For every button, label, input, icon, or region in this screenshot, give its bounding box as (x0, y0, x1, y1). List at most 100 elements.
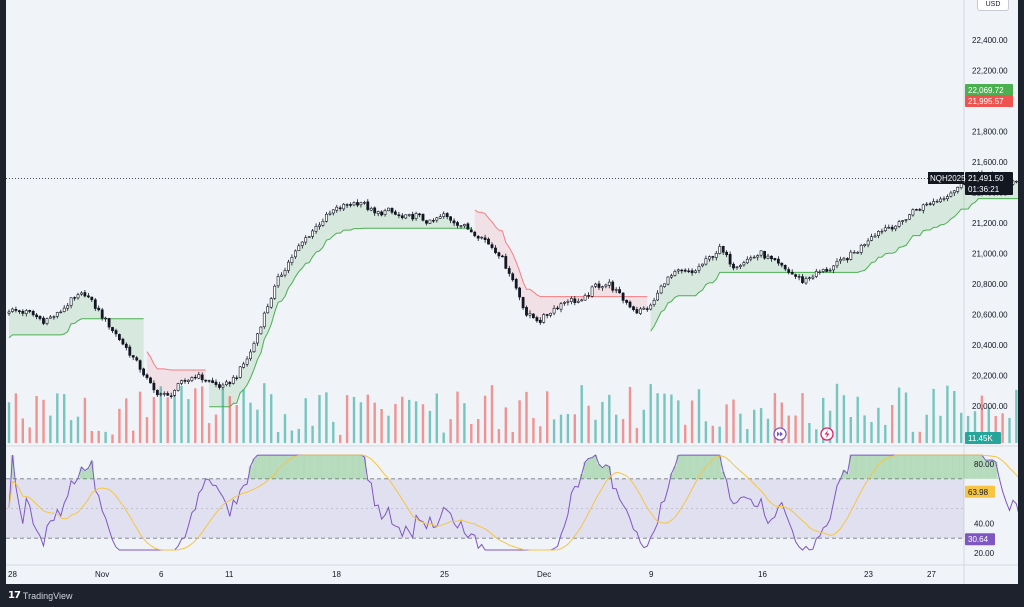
candle-body (124, 343, 128, 348)
candle-body (435, 217, 439, 221)
volume-bar (332, 421, 335, 443)
candle-body (38, 315, 42, 319)
candle-body (811, 276, 815, 279)
supertrend-fill (650, 173, 1018, 332)
candle-body (832, 265, 836, 271)
candle-body (673, 271, 677, 276)
volume-bar (352, 396, 356, 443)
volume-bar (925, 414, 928, 443)
volume-bar (159, 386, 162, 443)
volume-bar (835, 383, 839, 443)
replay-forward-icon[interactable] (773, 427, 787, 441)
candle-body (897, 221, 901, 227)
rsi-line (8, 454, 1018, 551)
volume-bar (490, 385, 494, 443)
candle-body (162, 393, 166, 395)
price-tick-label: 21,200.00 (972, 219, 1008, 228)
volume-bar (21, 418, 24, 443)
volume-bar (870, 422, 873, 443)
lightning-icon[interactable] (820, 427, 834, 441)
rsi-ma-line (8, 454, 1018, 551)
volume-bar (83, 397, 87, 443)
candle-body (549, 312, 553, 316)
volume-bar (987, 407, 990, 443)
volume-bar (635, 427, 639, 443)
candle-body (590, 286, 594, 297)
currency-label[interactable]: USD (977, 0, 1009, 11)
candle-body (580, 299, 584, 302)
candle-body (776, 258, 780, 264)
candle-body (121, 338, 125, 345)
candle-body (538, 319, 542, 323)
tradingview-logo[interactable]: 17 TradingView (8, 590, 72, 601)
volume-bar (532, 418, 535, 443)
candle-body (55, 312, 59, 317)
candle-body (704, 258, 708, 265)
candle-body (659, 285, 663, 294)
volume-bar (566, 414, 570, 443)
volume-bar (311, 425, 314, 443)
candle-body (352, 202, 356, 206)
volume-bar (932, 388, 935, 443)
candle-body (807, 277, 811, 279)
chart-area[interactable]: 22,400.0022,200.0022,000.0021,800.0021,6… (6, 0, 1018, 584)
candle-body (625, 299, 629, 303)
candle-body (607, 281, 611, 286)
candle-body (418, 213, 421, 216)
volume-bar (435, 393, 438, 443)
candle-body (400, 215, 404, 218)
volume-bar (304, 398, 307, 443)
candle-body (894, 225, 898, 230)
chart-svg[interactable]: 22,400.0022,200.0022,000.0021,800.0021,6… (6, 0, 1018, 584)
candle-body (321, 221, 325, 226)
volume-bar (518, 400, 521, 443)
time-tick-label: 11 (225, 570, 234, 579)
volume-bar (221, 389, 225, 443)
supertrend-fill (209, 202, 472, 407)
candle-body (221, 384, 225, 388)
supertrend-up-price-label: 22,069.72 (968, 86, 1004, 95)
volume-bar (773, 393, 777, 443)
candle-body (107, 318, 111, 328)
candle-body (904, 219, 908, 221)
candle-body (687, 270, 691, 272)
current-price-label-box (965, 172, 1013, 184)
rsi-band (6, 478, 964, 539)
candle-body (80, 292, 83, 295)
volume-bar (980, 395, 984, 443)
candle-body (449, 216, 453, 221)
volume-bar (14, 393, 18, 443)
candle-body (694, 270, 698, 273)
volume-bar (442, 432, 445, 443)
candle-body (218, 384, 221, 388)
candle-body (666, 276, 670, 285)
candle-body (373, 207, 377, 214)
volume-bar (201, 386, 204, 443)
candle-body (166, 393, 170, 396)
volume-bar (891, 405, 894, 443)
candle-body (335, 206, 339, 211)
candle-body (559, 303, 563, 310)
candle-body (397, 214, 401, 216)
candle-body (863, 244, 867, 247)
candle-body (414, 213, 418, 219)
volume-bar (187, 399, 190, 443)
candle-body (359, 202, 363, 206)
candle-body (707, 256, 711, 260)
candle-body (473, 231, 477, 237)
volume-bar (994, 416, 997, 443)
candle-body (135, 357, 139, 361)
candle-body (845, 258, 849, 261)
volume-bar (966, 416, 970, 443)
volume-bar (290, 430, 294, 443)
rsi-tick-label: 40.00 (974, 519, 995, 528)
volume-bar (483, 395, 487, 443)
candle-body (732, 263, 735, 269)
candle-body (190, 377, 194, 381)
candle-body (542, 314, 546, 323)
candle-body (445, 213, 449, 217)
candle-body (428, 219, 432, 224)
candle-body (1014, 180, 1018, 183)
volume-bar (276, 432, 280, 443)
volume-bar (456, 391, 459, 443)
